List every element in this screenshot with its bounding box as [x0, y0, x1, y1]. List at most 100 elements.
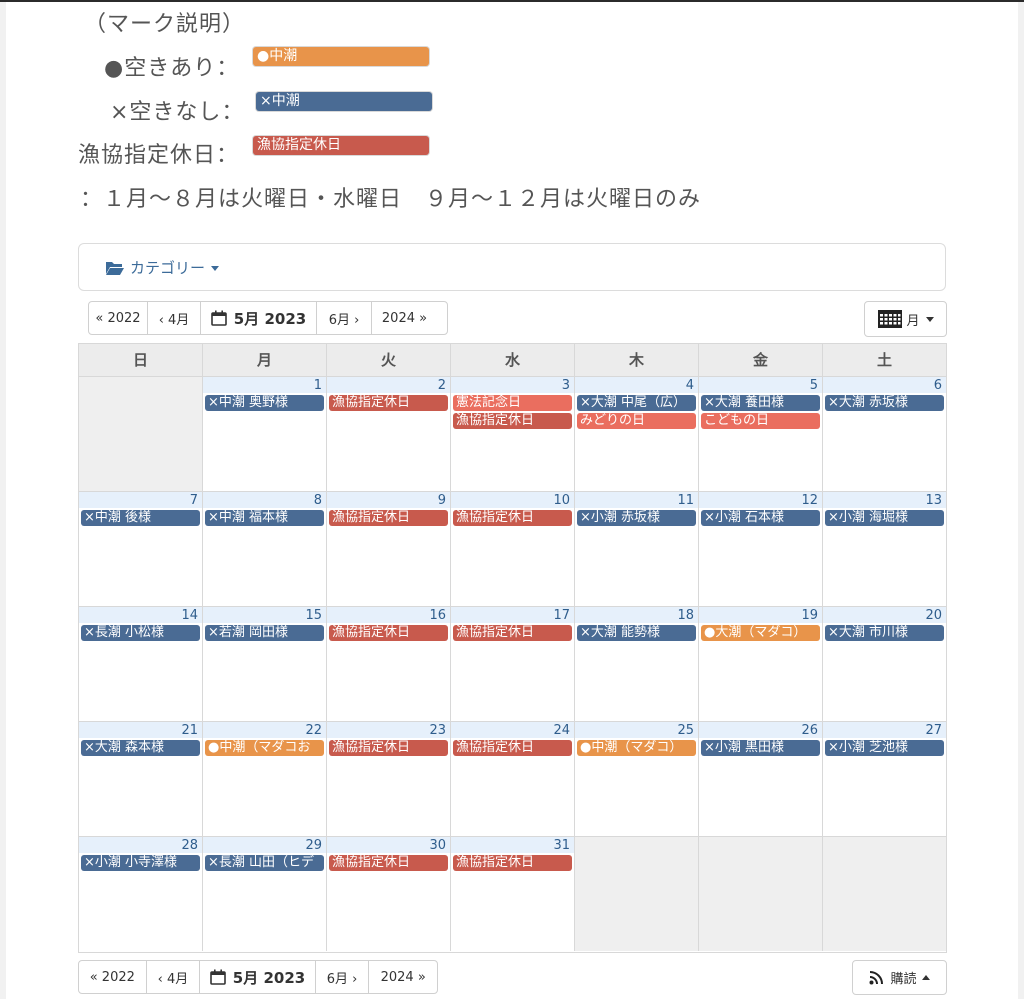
prev-year-button[interactable]: « 2022	[79, 961, 147, 993]
day-number[interactable]: 11	[677, 493, 694, 508]
day-number[interactable]: 5	[809, 378, 818, 393]
prev-year-button[interactable]: « 2022	[89, 302, 148, 334]
day-number[interactable]: 3	[561, 378, 570, 393]
day-number[interactable]: 15	[305, 608, 322, 623]
event-full[interactable]: ×大潮 森本様	[81, 740, 200, 756]
day-number[interactable]: 1	[313, 378, 322, 393]
event-holiday[interactable]: 漁協指定休日	[453, 413, 572, 429]
day-number[interactable]: 23	[429, 723, 446, 738]
day-number[interactable]: 4	[685, 378, 694, 393]
day-cell: 14 ×長潮 小松様	[79, 606, 203, 721]
day-number-strip	[699, 377, 822, 393]
next-year-button[interactable]: 2024 »	[381, 310, 428, 326]
day-number[interactable]: 29	[305, 838, 322, 853]
event-holiday[interactable]: 漁協指定休日	[453, 855, 572, 871]
legend-full-tag: ×中潮	[256, 92, 432, 111]
day-number-strip	[575, 722, 698, 738]
event-holiday[interactable]: 漁協指定休日	[329, 625, 448, 641]
day-number-strip	[79, 607, 202, 623]
day-number[interactable]: 18	[677, 608, 694, 623]
next-month-button[interactable]: 6月 ›	[316, 961, 370, 993]
event-full[interactable]: ×小潮 石本様	[701, 510, 820, 526]
weekday-header: 火	[327, 344, 451, 376]
event-full[interactable]: ×大潮 中尾（広）	[577, 395, 696, 411]
event-holiday[interactable]: 漁協指定休日	[329, 510, 448, 526]
event-holiday[interactable]: 漁協指定休日	[453, 625, 572, 641]
day-number-strip	[699, 722, 822, 738]
next-month-button[interactable]: 6月 ›	[317, 302, 372, 334]
event-holiday[interactable]: 漁協指定休日	[329, 395, 448, 411]
day-number[interactable]: 24	[553, 723, 570, 738]
event-full[interactable]: ×大潮 市川様	[825, 625, 944, 641]
day-number[interactable]: 14	[181, 608, 198, 623]
day-number[interactable]: 22	[305, 723, 322, 738]
event-available[interactable]: ●大潮（マダコ）	[701, 625, 820, 641]
event-full[interactable]: ×小潮 芝池様	[825, 740, 944, 756]
day-number[interactable]: 27	[925, 723, 942, 738]
event-holiday[interactable]: 漁協指定休日	[453, 510, 572, 526]
current-month-button[interactable]: 5月 2023	[200, 961, 316, 993]
view-dropdown[interactable]: 月	[864, 301, 947, 337]
day-cell: 23 漁協指定休日	[327, 721, 451, 836]
day-number[interactable]: 28	[181, 838, 198, 853]
weekday-header: 水	[451, 344, 575, 376]
chevron-down-icon	[211, 266, 220, 271]
day-number[interactable]: 26	[801, 723, 818, 738]
day-number[interactable]: 17	[553, 608, 570, 623]
event-holiday[interactable]: 漁協指定休日	[453, 740, 572, 756]
event-full[interactable]: ×小潮 小寺澤様	[81, 855, 200, 871]
event-full[interactable]: ×小潮 海堀様	[825, 510, 944, 526]
event-full[interactable]: ×若潮 岡田様	[205, 625, 324, 641]
category-panel: カテゴリー	[78, 243, 946, 291]
calendar-icon	[209, 969, 226, 985]
day-number[interactable]: 10	[553, 493, 570, 508]
event-full[interactable]: ×中潮 福本様	[205, 510, 324, 526]
day-number[interactable]: 7	[189, 493, 198, 508]
event-full[interactable]: ×中潮 奥野様	[205, 395, 324, 411]
day-number[interactable]: 9	[437, 493, 446, 508]
day-number-strip	[699, 492, 822, 508]
day-number-strip	[451, 607, 574, 623]
event-full[interactable]: ×小潮 赤坂様	[577, 510, 696, 526]
day-cell: 17 漁協指定休日	[451, 606, 575, 721]
event-full[interactable]: ×小潮 黒田様	[701, 740, 820, 756]
event-holiday[interactable]: 漁協指定休日	[329, 740, 448, 756]
day-number[interactable]: 25	[677, 723, 694, 738]
day-number[interactable]: 8	[313, 493, 322, 508]
day-number-strip	[451, 837, 574, 853]
event-public-holiday[interactable]: 憲法記念日	[453, 395, 572, 411]
page-edge	[0, 0, 6, 999]
subscribe-dropdown[interactable]: 購読	[852, 960, 947, 995]
day-number[interactable]: 21	[181, 723, 198, 738]
subscribe-label: 購読	[890, 972, 917, 987]
event-public-holiday[interactable]: こどもの日	[701, 413, 820, 429]
day-cell: 18 ×大潮 能勢様	[575, 606, 699, 721]
event-public-holiday[interactable]: みどりの日	[577, 413, 696, 429]
event-available[interactable]: ●中潮（マダコお	[205, 740, 324, 756]
event-full[interactable]: ×長潮 山田（ヒデ	[205, 855, 324, 871]
prev-month-button[interactable]: ‹ 4月	[148, 302, 201, 334]
event-full[interactable]: ×中潮 後様	[81, 510, 200, 526]
weekday-header: 月	[203, 344, 327, 376]
day-number[interactable]: 16	[429, 608, 446, 623]
event-full[interactable]: ×大潮 赤坂様	[825, 395, 944, 411]
category-dropdown[interactable]: カテゴリー	[105, 257, 220, 278]
day-cell: 2 漁協指定休日	[327, 376, 451, 491]
event-full[interactable]: ×大潮 養田様	[701, 395, 820, 411]
day-number[interactable]: 20	[925, 608, 942, 623]
day-number[interactable]: 12	[801, 493, 818, 508]
prev-month-button[interactable]: ‹ 4月	[147, 961, 201, 993]
day-number[interactable]: 19	[801, 608, 818, 623]
next-year-button[interactable]: 2024 »	[380, 969, 426, 985]
day-number[interactable]: 2	[437, 378, 446, 393]
day-cell: 26 ×小潮 黒田様	[699, 721, 823, 836]
current-month-button[interactable]: 5月 2023	[201, 302, 317, 334]
event-available[interactable]: ●中潮（マダコ）	[577, 740, 696, 756]
day-number[interactable]: 31	[553, 838, 570, 853]
day-number[interactable]: 6	[933, 378, 942, 393]
event-holiday[interactable]: 漁協指定休日	[329, 855, 448, 871]
day-number[interactable]: 30	[429, 838, 446, 853]
event-full[interactable]: ×長潮 小松様	[81, 625, 200, 641]
event-full[interactable]: ×大潮 能勢様	[577, 625, 696, 641]
day-number[interactable]: 13	[925, 493, 942, 508]
